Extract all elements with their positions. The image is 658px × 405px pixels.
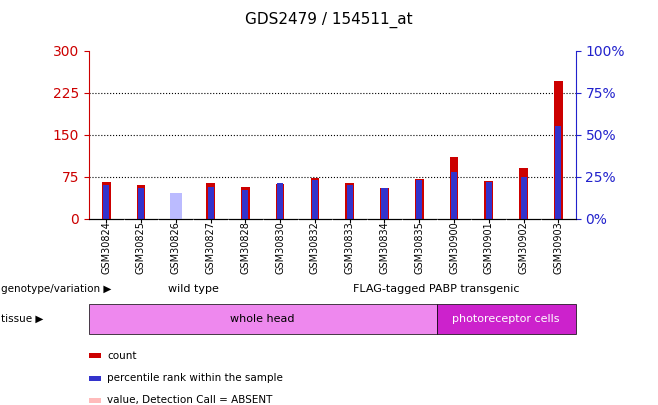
Text: GSM30828: GSM30828 [240, 222, 250, 274]
Bar [519, 168, 528, 219]
Bar [484, 181, 493, 219]
Text: GSM30825: GSM30825 [136, 222, 146, 275]
Bar [170, 194, 182, 219]
Text: value, Detection Call = ABSENT: value, Detection Call = ABSENT [107, 395, 272, 405]
Bar [417, 180, 422, 219]
Bar [451, 172, 457, 219]
Text: FLAG-tagged PABP transgenic: FLAG-tagged PABP transgenic [353, 284, 520, 294]
Text: GSM30826: GSM30826 [171, 222, 181, 274]
Bar [102, 182, 111, 219]
Bar [311, 178, 319, 219]
Bar [241, 187, 249, 219]
Text: GSM30830: GSM30830 [275, 222, 285, 274]
Text: wild type: wild type [168, 284, 218, 294]
Bar [520, 177, 526, 219]
Text: whole head: whole head [230, 314, 295, 324]
Bar [555, 126, 561, 219]
Text: GSM30901: GSM30901 [484, 222, 494, 274]
Text: percentile rank within the sample: percentile rank within the sample [107, 373, 283, 383]
Bar [170, 194, 182, 219]
Text: photoreceptor cells: photoreceptor cells [453, 314, 560, 324]
Bar [449, 157, 459, 219]
Bar [345, 183, 354, 219]
Text: GSM30832: GSM30832 [310, 222, 320, 274]
Text: genotype/variation ▶: genotype/variation ▶ [1, 284, 112, 294]
Bar [206, 183, 215, 219]
Bar [103, 185, 109, 219]
Bar [242, 190, 248, 219]
Text: GSM30903: GSM30903 [553, 222, 563, 274]
Text: GSM30824: GSM30824 [101, 222, 111, 274]
Bar [380, 188, 389, 219]
Text: GDS2479 / 154511_at: GDS2479 / 154511_at [245, 12, 413, 28]
Text: GSM30834: GSM30834 [380, 222, 390, 274]
Bar [89, 304, 437, 334]
Bar [347, 185, 353, 219]
Bar [312, 180, 318, 219]
Text: GSM30835: GSM30835 [415, 222, 424, 274]
Text: count: count [107, 351, 137, 361]
Bar [276, 184, 284, 219]
Bar [137, 185, 145, 219]
Bar [207, 187, 214, 219]
Bar [486, 182, 492, 219]
Bar [437, 304, 576, 334]
Text: GSM30827: GSM30827 [205, 222, 216, 275]
Text: GSM30902: GSM30902 [519, 222, 528, 274]
Bar [554, 81, 563, 219]
Text: GSM30900: GSM30900 [449, 222, 459, 274]
Bar [382, 188, 388, 219]
Bar [277, 183, 283, 219]
Bar [138, 188, 144, 219]
Text: GSM30833: GSM30833 [345, 222, 355, 274]
Bar [415, 179, 424, 219]
Text: tissue ▶: tissue ▶ [1, 314, 43, 324]
